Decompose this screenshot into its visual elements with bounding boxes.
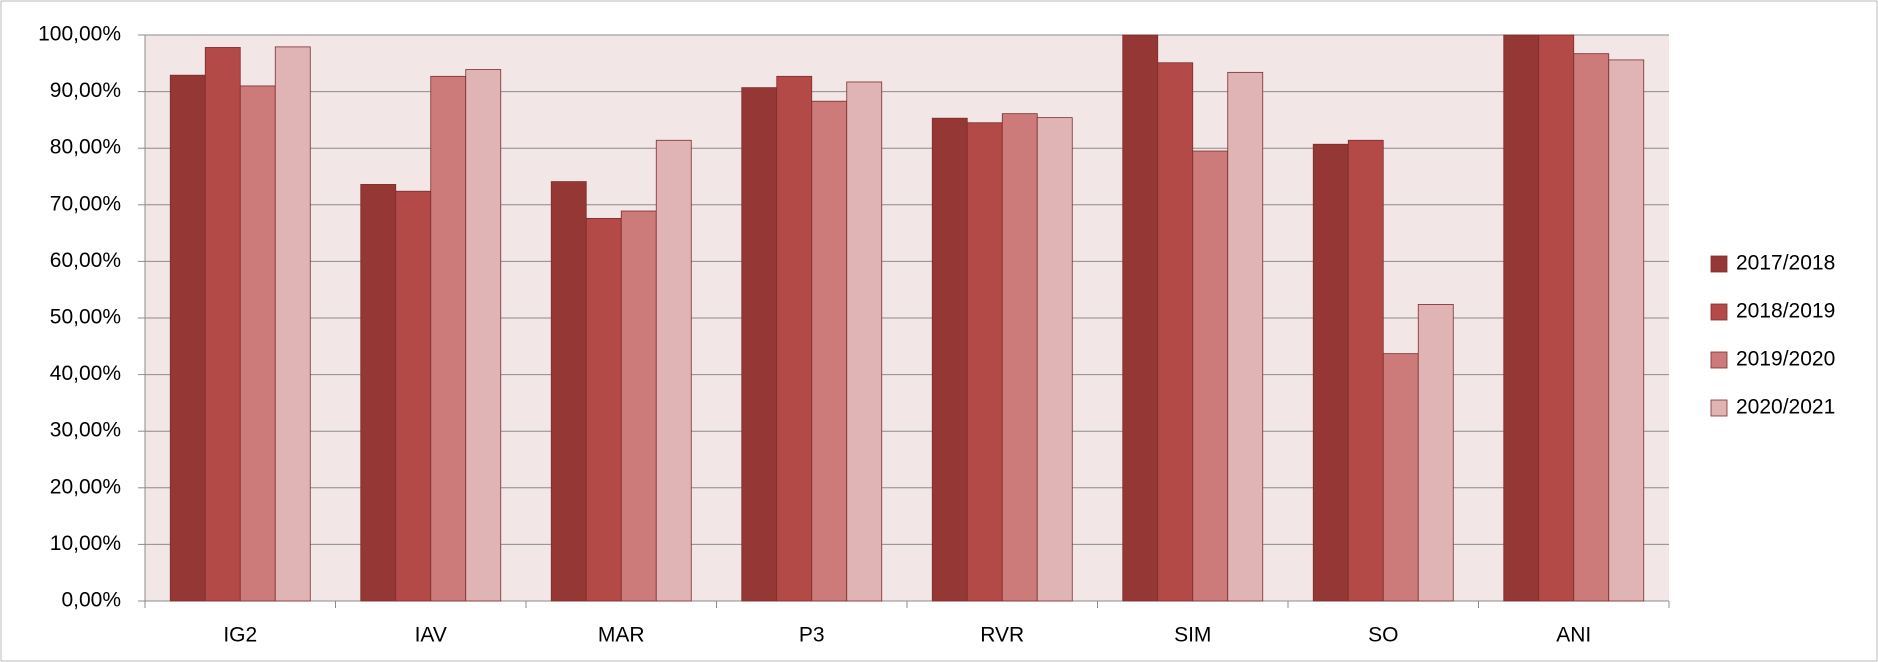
x-tick-label: SO [1368, 624, 1398, 647]
y-tick-label: 0,00% [61, 589, 121, 612]
bar [395, 190, 432, 602]
bar [360, 184, 397, 602]
bar [776, 75, 813, 602]
y-tick-label: 60,00% [50, 249, 121, 272]
bar [585, 217, 622, 602]
y-tick-label: 40,00% [50, 362, 121, 385]
x-tick-label: RVR [980, 624, 1024, 647]
legend-swatch [1710, 303, 1728, 321]
legend-swatch [1710, 399, 1728, 417]
y-tick-label: 10,00% [50, 532, 121, 555]
bar [1608, 59, 1645, 602]
y-tick-label: 50,00% [50, 306, 121, 329]
legend-swatch [1710, 351, 1728, 369]
bar [1382, 353, 1419, 602]
bar [430, 75, 467, 602]
bar [1227, 71, 1264, 602]
bar [550, 181, 587, 602]
bar [1503, 34, 1540, 602]
bar [655, 139, 692, 602]
bar [1036, 117, 1073, 602]
y-tick-label: 20,00% [50, 475, 121, 498]
y-tick-label: 80,00% [50, 136, 121, 159]
bar [846, 81, 883, 602]
bar [274, 46, 311, 602]
legend-label: 2019/2020 [1736, 348, 1835, 371]
bar [1538, 34, 1575, 602]
y-tick-label: 30,00% [50, 419, 121, 442]
bar [1312, 143, 1349, 602]
bar [465, 69, 502, 602]
legend-label: 2020/2021 [1736, 396, 1835, 419]
bar [239, 85, 276, 602]
bar [1417, 304, 1454, 602]
bar [1122, 34, 1159, 602]
bar [931, 117, 968, 602]
bar [204, 47, 241, 602]
bar [741, 87, 778, 602]
bar [966, 122, 1003, 602]
x-tick-label: MAR [598, 624, 645, 647]
bar [811, 100, 848, 602]
x-tick-label: SIM [1174, 624, 1211, 647]
legend-label: 2018/2019 [1736, 300, 1835, 323]
y-tick-label: 70,00% [50, 192, 121, 215]
bar [1192, 150, 1229, 602]
bar [1157, 62, 1194, 602]
bar [620, 210, 657, 602]
x-tick-label: IAV [415, 624, 447, 647]
bar [169, 74, 206, 602]
x-tick-label: P3 [799, 624, 825, 647]
y-tick-label: 100,00% [38, 23, 121, 46]
legend-swatch [1710, 255, 1728, 273]
bar [1001, 113, 1038, 602]
bar [1347, 139, 1384, 602]
legend-label: 2017/2018 [1736, 252, 1835, 275]
x-tick-label: IG2 [223, 624, 257, 647]
x-tick-label: ANI [1556, 624, 1591, 647]
bar [1573, 53, 1610, 602]
y-tick-label: 90,00% [50, 79, 121, 102]
